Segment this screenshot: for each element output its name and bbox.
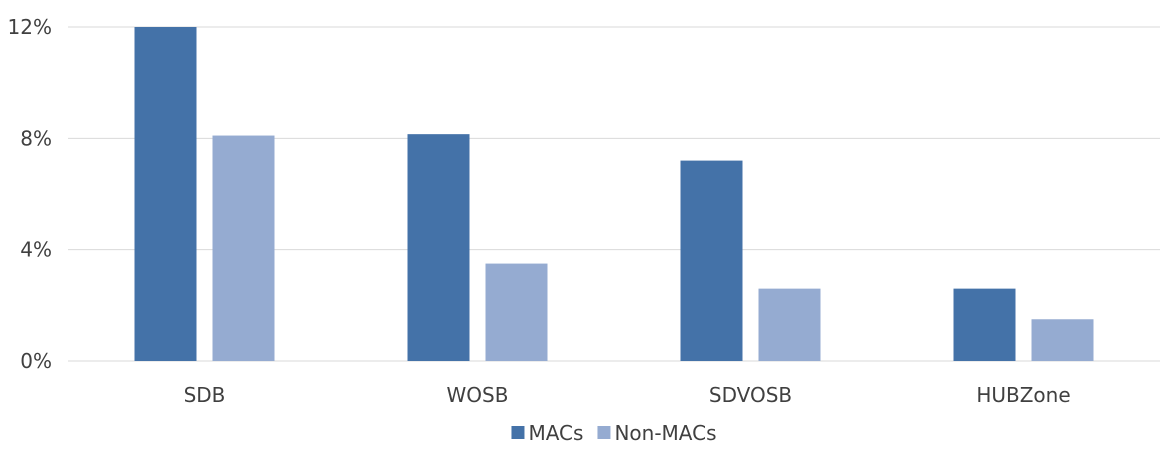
bar-macs-hubzone [953, 288, 1016, 361]
y-tick-label: 12% [8, 15, 52, 39]
bar-macs-sdvosb [680, 160, 743, 361]
legend-label: MACs [528, 421, 583, 445]
bar-non-macs-hubzone [1031, 319, 1094, 361]
legend-swatch [511, 426, 525, 439]
legend-item: Non-MACs [597, 421, 717, 445]
legend-swatch [597, 426, 611, 439]
y-tick-label: 4% [20, 238, 52, 262]
x-category-label: SDB [184, 383, 226, 407]
y-tick-label: 0% [20, 349, 52, 373]
x-category-label: WOSB [447, 383, 509, 407]
legend-label: Non-MACs [614, 421, 716, 445]
y-tick-label: 8% [20, 126, 52, 150]
bar-macs-wosb [407, 134, 470, 361]
x-category-label: SDVOSB [709, 383, 792, 407]
legend-item: MACs [511, 421, 583, 445]
x-category-label: HUBZone [976, 383, 1070, 407]
bar-non-macs-wosb [485, 263, 548, 361]
bar-non-macs-sdb [212, 135, 275, 361]
bars [134, 27, 1094, 361]
bar-macs-sdb [134, 27, 197, 361]
legend: MACs Non-MACs [511, 421, 717, 445]
x-axis-categories: SDB WOSB SDVOSB HUBZone [184, 383, 1071, 407]
y-axis-ticks: 0% 4% 8% 12% [8, 15, 52, 373]
bar-non-macs-sdvosb [758, 288, 821, 361]
